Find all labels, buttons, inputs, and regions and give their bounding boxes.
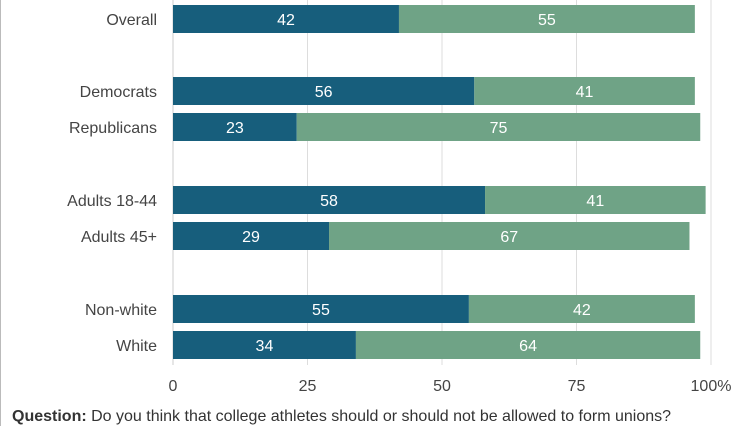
bar-series-1-adults-45 <box>173 222 330 250</box>
data-label-series-1-non-white: 55 <box>312 302 330 319</box>
data-label-series-1-adults-18-44: 58 <box>320 193 338 210</box>
question-footnote: Question: Do you think that college athl… <box>12 408 671 426</box>
x-tick-label-25: 25 <box>299 378 317 395</box>
data-label-series-1-overall: 42 <box>277 12 295 29</box>
category-label-democrats: Democrats <box>80 84 157 101</box>
bar-series-1-white <box>173 331 356 359</box>
category-label-overall: Overall <box>106 12 157 29</box>
bar-series-2-non-white <box>468 295 695 323</box>
x-tick-label-50: 50 <box>433 378 451 395</box>
x-tick-label-75: 75 <box>568 378 586 395</box>
bar-series-2-overall <box>398 5 695 33</box>
x-tick-label-0: 0 <box>169 378 178 395</box>
bar-series-1-republicans <box>173 113 297 141</box>
bar-series-2-white <box>355 331 701 359</box>
left-border <box>0 0 1 426</box>
bar-series-2-democrats <box>474 77 695 105</box>
data-label-series-2-republicans: 75 <box>490 120 508 137</box>
category-label-non-white: Non-white <box>85 302 157 319</box>
category-label-adults-18-44: Adults 18-44 <box>67 193 157 210</box>
data-label-series-2-overall: 55 <box>538 12 556 29</box>
question-text: Do you think that college athletes shoul… <box>86 408 672 425</box>
data-label-series-1-democrats: 56 <box>315 84 333 101</box>
bar-series-1-non-white <box>173 295 469 323</box>
bar-series-1-overall <box>173 5 399 33</box>
data-label-series-2-adults-18-44: 41 <box>586 193 604 210</box>
question-label: Question: <box>12 408 87 425</box>
data-label-series-2-white: 64 <box>519 338 537 355</box>
data-label-series-2-non-white: 42 <box>573 302 591 319</box>
bar-series-2-adults-45 <box>329 222 690 250</box>
category-label-white: White <box>116 338 157 355</box>
category-label-adults-45: Adults 45+ <box>81 229 157 246</box>
data-label-series-1-white: 34 <box>256 338 274 355</box>
bar-series-2-republicans <box>296 113 701 141</box>
bar-series-1-democrats <box>173 77 475 105</box>
x-tick-label-100: 100% <box>691 378 732 395</box>
data-label-series-2-adults-45: 67 <box>500 229 518 246</box>
data-label-series-1-adults-45: 29 <box>242 229 260 246</box>
bar-series-2-adults-18-44 <box>485 186 706 214</box>
stacked-bar-chart: Overall 42 55 Democrats 56 41 Republicans 23 75 A… <box>67 0 732 395</box>
category-label-republicans: Republicans <box>69 120 157 137</box>
bar-series-1-adults-18-44 <box>173 186 486 214</box>
data-label-series-2-democrats: 41 <box>576 84 594 101</box>
data-label-series-1-republicans: 23 <box>226 120 244 137</box>
